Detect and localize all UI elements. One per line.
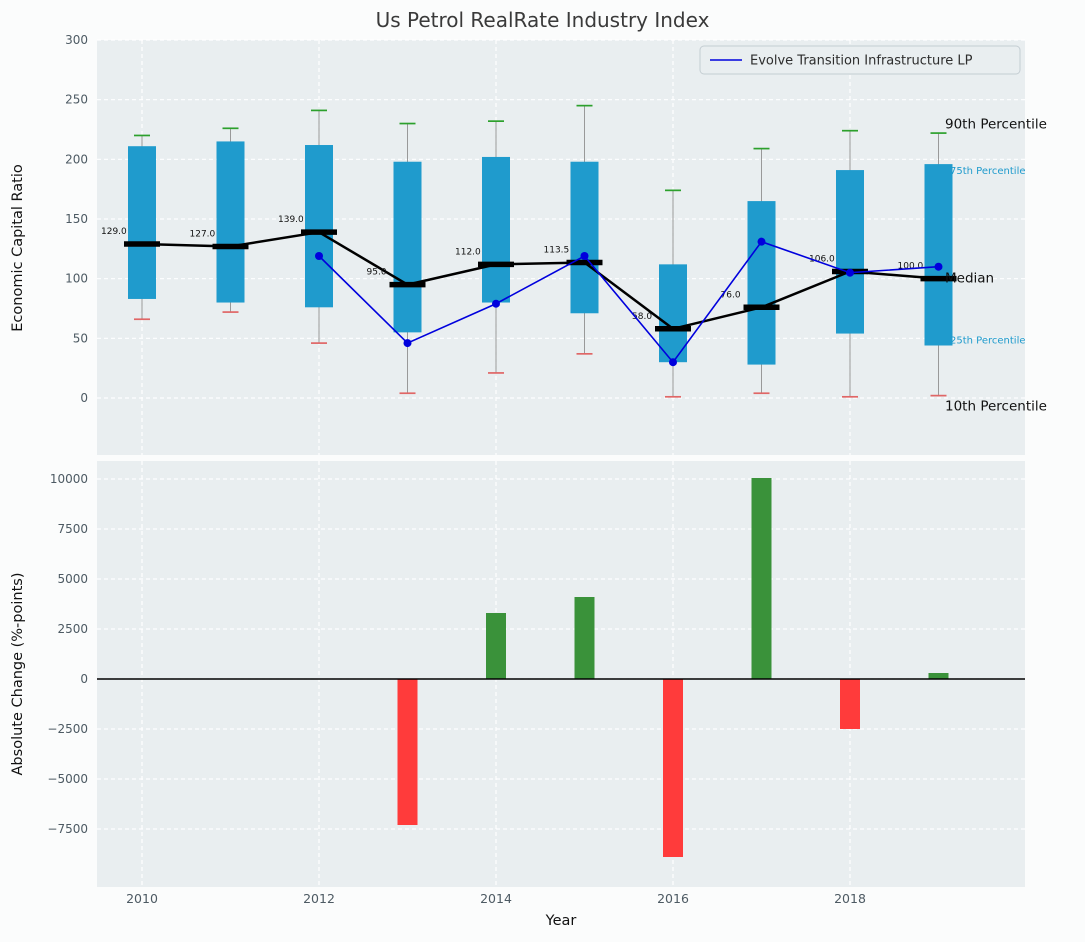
bottom-y-tick-label: 5000: [57, 572, 88, 586]
change-bar-2017: [751, 478, 772, 679]
median-value-label-2018: 106.0: [809, 255, 835, 265]
bottom-y-tick-label: 10000: [50, 472, 88, 486]
bottom-y-tick-label: −5000: [47, 772, 88, 786]
top-y-tick-label: 50: [73, 331, 88, 345]
bottom-chart: −7500 −5000 −2500 0 2500 5000 7500 10000 2010 201…: [10, 461, 1025, 929]
top-axes-background: [97, 40, 1025, 455]
change-bar-2018: [840, 679, 860, 729]
company-point-2014: [492, 299, 500, 308]
x-tick-label-2014: 2014: [480, 891, 512, 906]
change-bar-2014: [486, 613, 506, 679]
top-y-tick-label: 150: [65, 212, 88, 226]
x-tick-label-2016: 2016: [657, 891, 689, 906]
iqr-box-2010: [128, 146, 156, 299]
median-value-label-2015: 113.5: [544, 246, 570, 256]
company-point-2016: [669, 358, 677, 367]
bottom-ylabel: Absolute Change (%-points): [10, 573, 26, 776]
median-line: [141, 230, 939, 331]
legend-label: Evolve Transition Infrastructure LP: [750, 54, 973, 69]
median-value-label-2019: 100.0: [898, 262, 924, 272]
annotation-median: Median: [945, 271, 994, 287]
median-value-label-2013: 95.0: [367, 268, 387, 278]
annotation-10th-percentile: 10th Percentile: [945, 398, 1047, 414]
top-y-tick-label: 300: [65, 33, 88, 47]
bottom-y-tick-label: −7500: [47, 822, 88, 836]
annotation-90th-percentile: 90th Percentile: [945, 117, 1047, 133]
company-point-2013: [403, 339, 412, 348]
iqr-box-2016: [659, 264, 687, 363]
change-bar-2019: [928, 673, 949, 679]
annotation-75th-percentile: 75th Percentile: [950, 166, 1026, 177]
iqr-box-2015: [570, 161, 599, 314]
company-point-2019: [934, 262, 943, 271]
bottom-y-tick-label: 7500: [57, 522, 88, 536]
iqr-box-2014: [482, 156, 510, 303]
company-point-2017: [757, 237, 766, 246]
bottom-axes-background: [97, 461, 1025, 887]
change-bar-2016: [663, 679, 683, 857]
median-value-label-2017: 76.0: [721, 290, 741, 300]
company-point-2012: [315, 251, 323, 260]
annotation-25th-percentile: 25th Percentile: [950, 336, 1026, 347]
company-point-2015: [580, 251, 589, 260]
x-tick-label-2010: 2010: [126, 891, 158, 906]
median-value-label-2014: 112.0: [455, 247, 481, 257]
iqr-box-2011: [216, 141, 245, 303]
top-chart: 0 50 100 150 200 250 300 129.0 127.0 139.0 95.0 112…: [10, 33, 1047, 455]
top-y-tick-label: 0: [80, 391, 88, 405]
legend: Evolve Transition Infrastructure LP: [699, 45, 1021, 75]
xlabel: Year: [545, 913, 577, 929]
top-y-tick-label: 250: [65, 93, 88, 107]
x-tick-label-2012: 2012: [303, 891, 335, 906]
median-value-label-2016: 58.0: [632, 312, 652, 322]
median-value-label-2011: 127.0: [190, 229, 216, 239]
iqr-box-2013: [393, 161, 422, 333]
top-ylabel: Economic Capital Ratio: [10, 164, 26, 332]
company-series-line: [318, 240, 939, 364]
iqr-box-2012: [305, 145, 333, 308]
median-value-label-2010: 129.0: [101, 227, 127, 237]
x-tick-label-2018: 2018: [834, 891, 866, 906]
company-point-2018: [846, 268, 854, 277]
bottom-y-tick-label: 2500: [57, 622, 88, 636]
legend-box: [699, 45, 1021, 75]
iqr-box-2018: [836, 170, 864, 334]
top-y-tick-label: 200: [65, 152, 88, 166]
median-value-label-2012: 139.0: [278, 215, 304, 225]
chart-title: Us Petrol RealRate Industry Index: [375, 8, 710, 32]
bottom-y-tick-label: 0: [80, 672, 88, 686]
iqr-box-2017: [747, 201, 776, 365]
change-bar-2015: [574, 597, 595, 679]
iqr-box-2019: [924, 164, 953, 346]
top-y-tick-label: 100: [65, 272, 88, 286]
change-bar-2013: [397, 679, 418, 825]
bottom-y-tick-label: −2500: [47, 722, 88, 736]
